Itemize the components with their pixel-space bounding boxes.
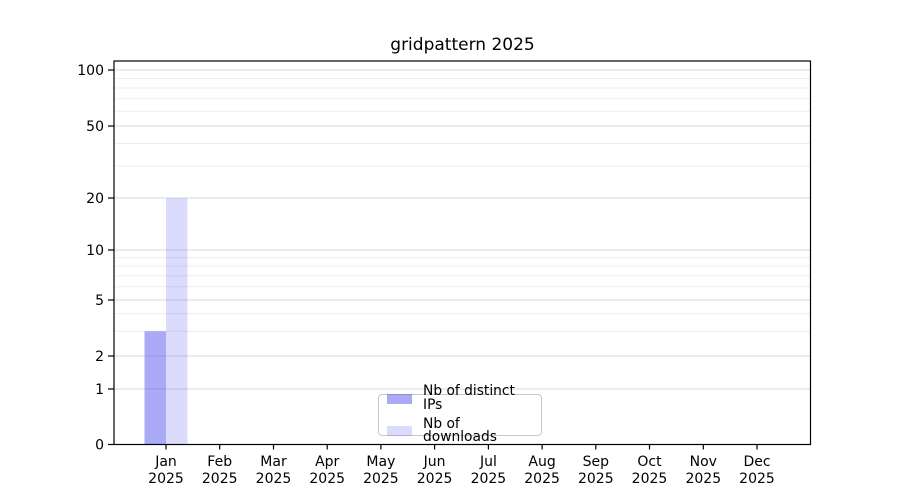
x-tick-label-year: 2025: [417, 471, 453, 487]
bar-series-distinct-ips: [144, 331, 166, 445]
bar: [166, 198, 188, 445]
x-tick-label-month: Jul: [479, 454, 497, 470]
y-tick-label: 20: [86, 191, 104, 207]
legend-label-distinct-ips: Nb of distinct IPs: [423, 382, 515, 413]
legend-label-downloads: Nb of downloads: [423, 415, 497, 446]
minor-gridlines: [114, 78, 811, 332]
x-tick-label-month: Jun: [423, 454, 446, 470]
bar-series-downloads: [166, 198, 188, 445]
x-tick-label-month: Dec: [743, 454, 770, 470]
x-tick-label-month: Mar: [260, 454, 287, 470]
x-tick-label-year: 2025: [578, 471, 614, 487]
legend-swatch-downloads: [387, 426, 412, 437]
major-gridlines: [114, 69, 811, 390]
x-tick-label-year: 2025: [471, 471, 507, 487]
x-tick-label-month: Feb: [207, 454, 232, 470]
bar: [144, 331, 166, 445]
y-tick-label: 100: [77, 63, 104, 79]
y-axis: 0 1 2 5 10 20 50 100: [77, 63, 114, 454]
x-tick-label-year: 2025: [363, 471, 399, 487]
chart-title: gridpattern 2025: [390, 35, 535, 55]
x-tick-label-year: 2025: [524, 471, 560, 487]
plot-border: [113, 60, 812, 446]
y-tick-label: 0: [95, 438, 104, 454]
y-tick-label: 2: [95, 349, 104, 365]
x-tick-label-month: Oct: [637, 454, 662, 470]
x-tick-label-year: 2025: [632, 471, 668, 487]
x-tick-label-month: Sep: [583, 454, 610, 470]
y-tick-label: 1: [95, 382, 104, 398]
x-tick-label-year: 2025: [309, 471, 345, 487]
legend-swatch-distinct-ips: [387, 393, 412, 404]
x-tick-label-month: Jan: [154, 454, 177, 470]
x-tick-label-month: Nov: [690, 454, 717, 470]
x-axis: Jan2025Feb2025Mar2025Apr2025May2025Jun20…: [148, 444, 775, 487]
x-tick-label-month: Apr: [315, 454, 339, 470]
legend-entry-downloads: Nb of downloads: [387, 415, 533, 446]
x-tick-label-year: 2025: [685, 471, 721, 487]
x-tick-label-year: 2025: [256, 471, 292, 487]
x-tick-label-year: 2025: [202, 471, 238, 487]
x-tick-label-month: May: [366, 454, 395, 470]
y-tick-label: 50: [86, 119, 104, 135]
legend-entry-distinct-ips: Nb of distinct IPs: [387, 382, 533, 413]
legend: Nb of distinct IPs Nb of downloads: [378, 384, 542, 444]
y-tick-label: 10: [86, 243, 104, 259]
y-tick-label: 5: [95, 293, 104, 309]
x-tick-label-month: Aug: [528, 454, 555, 470]
x-tick-label-year: 2025: [739, 471, 775, 487]
x-tick-label-year: 2025: [148, 471, 184, 487]
